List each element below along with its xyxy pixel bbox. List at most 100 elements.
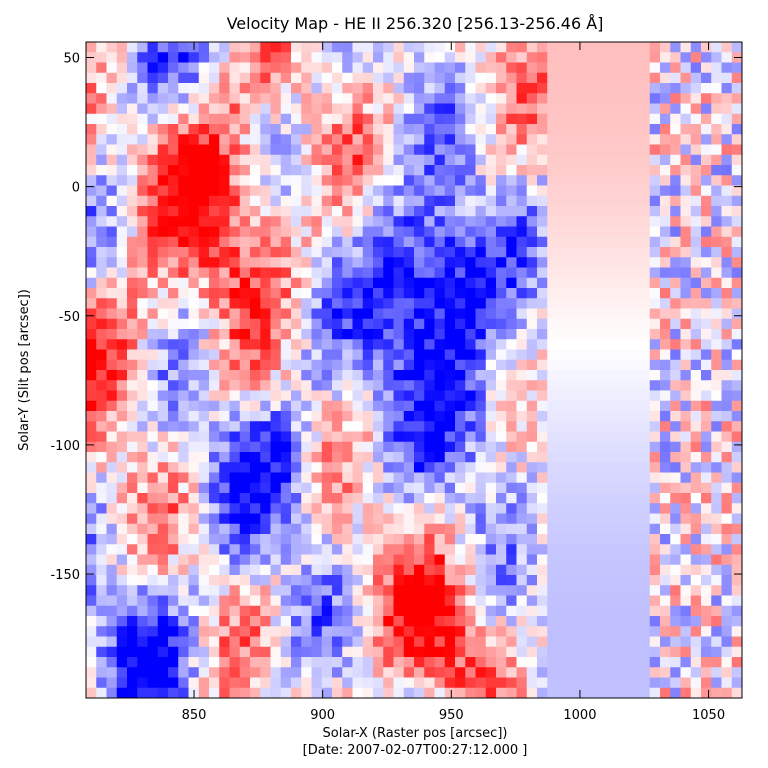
velocity-pixel <box>250 236 261 248</box>
velocity-pixel <box>342 124 353 135</box>
velocity-pixel <box>352 154 364 166</box>
velocity-pixel <box>414 513 425 525</box>
velocity-pixel <box>557 359 569 371</box>
velocity-pixel <box>332 687 343 699</box>
velocity-pixel <box>567 431 579 443</box>
velocity-pixel <box>526 554 538 566</box>
velocity-pixel <box>444 482 456 494</box>
velocity-pixel <box>557 503 569 514</box>
velocity-pixel <box>332 493 343 504</box>
velocity-pixel <box>608 154 620 166</box>
velocity-pixel <box>168 267 179 279</box>
velocity-pixel <box>383 267 394 279</box>
velocity-pixel <box>168 646 179 658</box>
velocity-pixel <box>229 544 241 555</box>
velocity-pixel <box>383 667 394 678</box>
velocity-pixel <box>239 493 251 504</box>
velocity-pixel <box>321 523 333 535</box>
velocity-pixel <box>291 523 302 535</box>
velocity-pixel <box>260 206 271 217</box>
velocity-pixel <box>721 288 733 299</box>
velocity-pixel <box>239 626 251 637</box>
velocity-pixel <box>680 113 692 125</box>
velocity-pixel <box>311 564 323 576</box>
velocity-pixel <box>403 329 415 340</box>
velocity-pixel <box>250 298 261 309</box>
velocity-pixel <box>526 62 538 74</box>
velocity-pixel <box>414 626 425 637</box>
velocity-pixel <box>301 667 312 678</box>
velocity-pixel <box>444 257 456 268</box>
velocity-pixel <box>342 134 353 145</box>
velocity-pixel <box>526 482 538 494</box>
velocity-pixel <box>352 616 364 627</box>
velocity-pixel <box>424 318 435 330</box>
velocity-pixel <box>485 616 497 627</box>
velocity-pixel <box>219 452 230 463</box>
velocity-pixel <box>711 247 722 258</box>
velocity-pixel <box>239 657 251 668</box>
velocity-pixel <box>311 93 323 104</box>
velocity-pixel <box>660 441 671 453</box>
velocity-pixel <box>619 216 630 227</box>
velocity-pixel <box>444 657 456 668</box>
velocity-pixel <box>690 298 702 309</box>
velocity-pixel <box>516 482 528 494</box>
velocity-pixel <box>526 359 538 371</box>
velocity-pixel <box>383 154 394 166</box>
velocity-pixel <box>147 503 159 514</box>
velocity-pixel <box>96 247 107 258</box>
velocity-pixel <box>250 339 261 350</box>
velocity-pixel <box>629 411 640 422</box>
velocity-pixel <box>178 72 189 84</box>
velocity-pixel <box>106 534 118 545</box>
velocity-pixel <box>547 124 558 135</box>
velocity-pixel <box>373 216 384 227</box>
velocity-pixel <box>188 359 200 371</box>
velocity-pixel <box>660 564 671 576</box>
velocity-pixel <box>444 93 456 104</box>
velocity-pixel <box>547 523 558 535</box>
velocity-pixel <box>373 103 384 115</box>
velocity-pixel <box>649 687 661 699</box>
velocity-pixel <box>434 482 446 494</box>
velocity-pixel <box>537 493 548 504</box>
velocity-pixel <box>137 575 148 586</box>
velocity-pixel <box>291 482 302 494</box>
velocity-pixel <box>116 247 128 258</box>
velocity-pixel <box>188 431 200 443</box>
velocity-pixel <box>352 288 364 299</box>
velocity-pixel <box>660 544 671 555</box>
velocity-pixel <box>526 52 538 63</box>
velocity-pixel <box>680 298 692 309</box>
velocity-pixel <box>506 134 517 145</box>
velocity-pixel <box>352 134 364 145</box>
velocity-pixel <box>188 554 200 566</box>
velocity-pixel <box>301 52 312 63</box>
velocity-pixel <box>280 349 292 361</box>
velocity-pixel <box>106 646 118 658</box>
velocity-pixel <box>321 349 333 361</box>
velocity-pixel <box>260 472 271 484</box>
velocity-pixel <box>362 605 374 617</box>
velocity-pixel <box>496 165 507 176</box>
velocity-pixel <box>229 308 241 320</box>
velocity-pixel <box>711 236 722 248</box>
velocity-pixel <box>280 277 292 289</box>
velocity-pixel <box>444 175 456 186</box>
velocity-pixel <box>721 421 733 432</box>
velocity-pixel <box>680 124 692 135</box>
velocity-pixel <box>291 257 302 268</box>
velocity-pixel <box>598 513 610 525</box>
velocity-pixel <box>137 267 148 279</box>
velocity-pixel <box>106 544 118 555</box>
velocity-pixel <box>393 575 405 586</box>
velocity-pixel <box>178 154 189 166</box>
velocity-pixel <box>373 657 384 668</box>
velocity-pixel <box>332 667 343 678</box>
velocity-pixel <box>403 247 415 258</box>
velocity-pixel <box>229 185 241 197</box>
velocity-pixel <box>701 687 712 699</box>
velocity-pixel <box>526 185 538 197</box>
velocity-pixel <box>403 318 415 330</box>
